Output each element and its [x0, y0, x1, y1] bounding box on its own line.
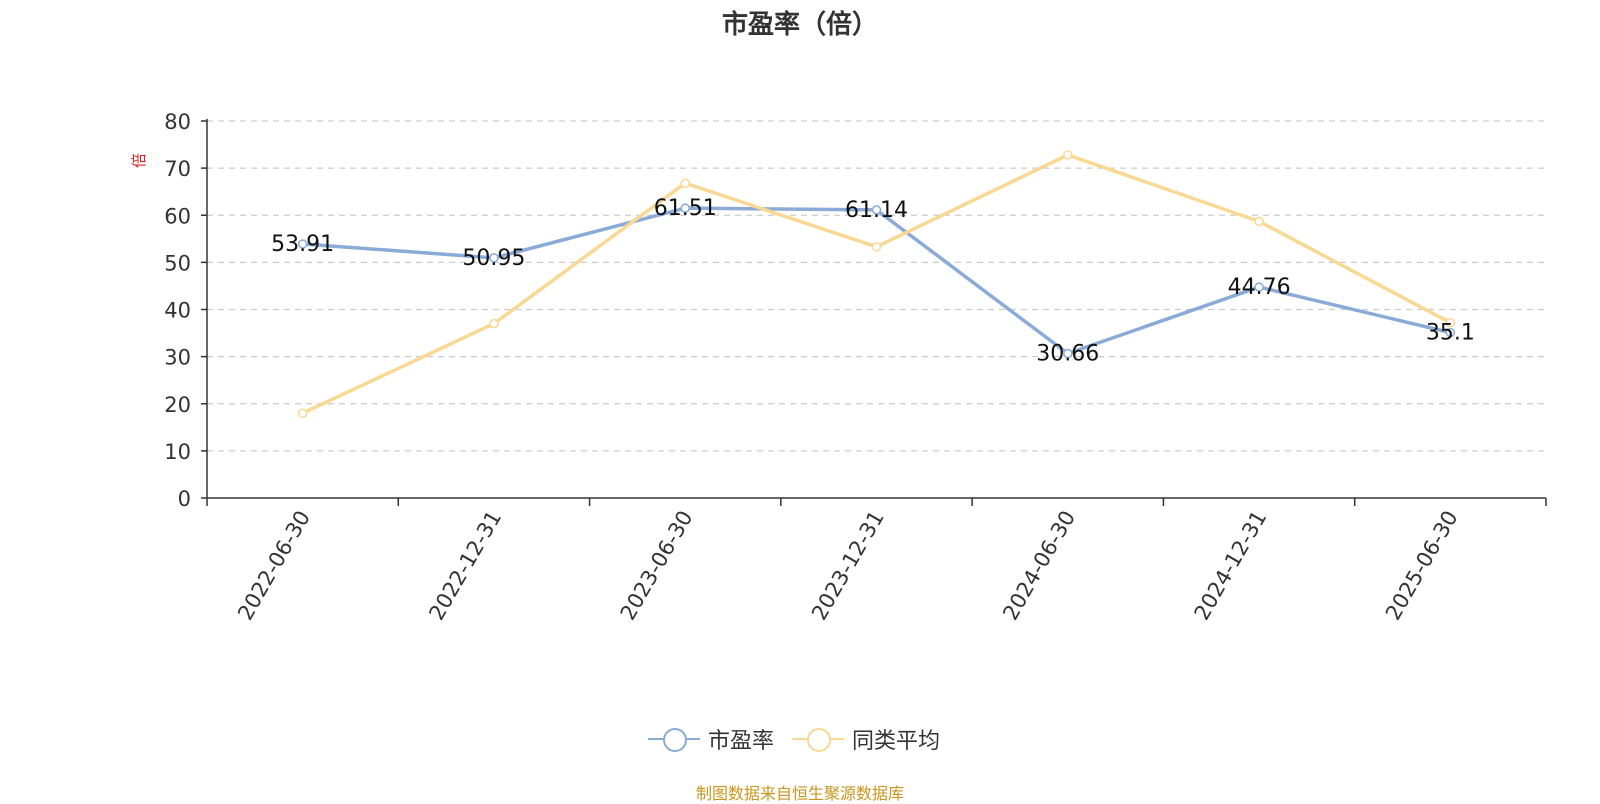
legend-item-pe[interactable]: 市盈率 [648, 723, 774, 755]
chart-title: 市盈率（倍） [721, 10, 878, 40]
data-label: 30.66 [1036, 342, 1099, 367]
pe-point [871, 205, 882, 215]
data-label: 53.91 [271, 232, 334, 257]
y-tick-label: 30 [164, 346, 191, 370]
axes [201, 119, 1547, 506]
series-points [297, 150, 1456, 418]
y-tick-label: 70 [164, 157, 191, 181]
peer-average-point [489, 318, 499, 329]
peer-average-point [297, 408, 308, 418]
x-tick-label: 2022-12-31 [424, 507, 506, 625]
pe-point [489, 253, 499, 263]
peer-average-point [871, 242, 882, 252]
data-labels: 53.91 50.95 61.51 61.14 30.66 44.76 35.1 [271, 196, 1475, 366]
pe-point [1445, 327, 1456, 338]
data-label: 44.76 [1228, 275, 1291, 300]
pe-point [297, 239, 308, 249]
legend-item-peer-average[interactable]: 同类平均 [792, 723, 940, 755]
pe-point [680, 203, 690, 213]
y-tick-label: 0 [178, 487, 191, 511]
peer-average-point [1254, 216, 1264, 227]
y-tick-label: 50 [164, 251, 191, 275]
x-tick-label: 2024-12-31 [1190, 507, 1272, 625]
x-tick-label: 2022-06-30 [233, 507, 315, 625]
legend-pe-label: 市盈率 [708, 729, 775, 754]
legend-peer-average-label: 同类平均 [852, 729, 941, 754]
pe-point [1254, 282, 1264, 292]
x-tick-label: 2023-06-30 [616, 507, 698, 625]
y-tick-label: 80 [164, 110, 191, 134]
y-tick-label: 10 [164, 440, 191, 464]
x-tick-label: 2025-06-30 [1381, 507, 1463, 625]
y-tick-label: 20 [164, 393, 191, 417]
peer-average-point [1063, 150, 1073, 160]
data-label: 61.51 [654, 196, 717, 221]
y-tick-labels: 0 10 20 30 40 50 60 70 80 [164, 110, 191, 511]
pe-point [1063, 348, 1073, 359]
grid-lines [207, 120, 1546, 452]
legend-pe-icon [648, 727, 700, 752]
x-tick-label: 2024-06-30 [998, 507, 1080, 625]
legend-peer-average-icon [792, 727, 845, 752]
x-tick-label: 2023-12-31 [807, 507, 889, 625]
y-tick-label: 60 [164, 204, 191, 228]
peer-average-point [680, 178, 690, 188]
data-label: 50.95 [462, 246, 525, 271]
source-note: 制图数据来自恒生聚源数据库 [695, 784, 904, 803]
x-tick-labels: 2022-06-30 2022-12-31 2023-06-30 2023-12-31… [233, 507, 1463, 625]
y-tick-label: 40 [164, 299, 191, 323]
data-label: 35.1 [1426, 321, 1475, 346]
legend: 市盈率 同类平均 [648, 723, 940, 755]
data-label: 61.14 [845, 198, 908, 223]
peer-average-point [1445, 317, 1456, 328]
